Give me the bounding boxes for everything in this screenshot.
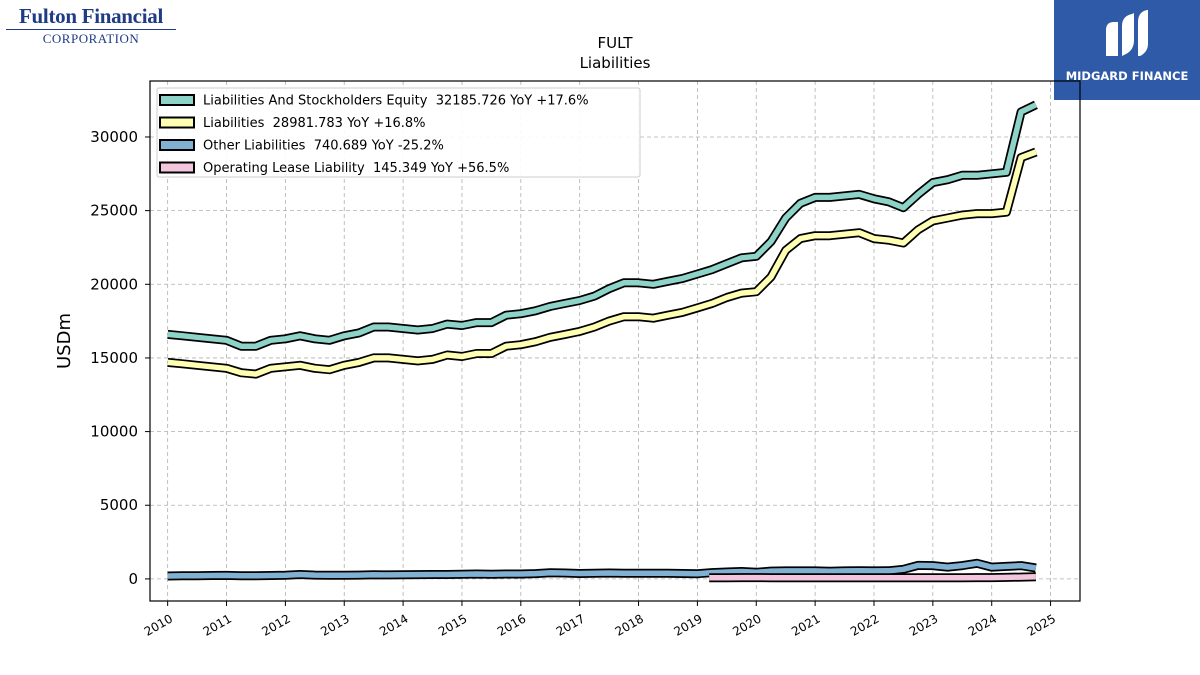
legend-entry: Other Liabilities 740.689 YoY -25.2% bbox=[203, 139, 444, 154]
legend-swatch bbox=[159, 161, 195, 174]
series-line-operating-lease-liability bbox=[709, 574, 1036, 581]
x-tick-label: 2017 bbox=[554, 611, 587, 638]
series-line-liabilities bbox=[167, 149, 1037, 377]
y-tick-label: 30000 bbox=[90, 128, 138, 146]
x-tick-label: 2023 bbox=[907, 611, 940, 638]
x-tick-label: 2019 bbox=[671, 611, 704, 638]
series-line-liabilities-and-stockholders-equity bbox=[167, 102, 1038, 349]
y-axis-label: USDm bbox=[54, 313, 75, 369]
x-tick-label: 2013 bbox=[318, 611, 351, 638]
x-tick-label: 2015 bbox=[436, 611, 469, 638]
x-tick-label: 2016 bbox=[495, 611, 528, 638]
company-logo: Fulton Financial CORPORATION bbox=[6, 4, 176, 46]
y-tick-label: 20000 bbox=[90, 275, 138, 293]
x-tick-label: 2021 bbox=[789, 611, 822, 638]
legend-swatch bbox=[159, 139, 195, 151]
chart-subtitle: Liabilities bbox=[580, 54, 651, 72]
plot-series bbox=[167, 100, 1038, 583]
brand-mark-icon bbox=[1106, 10, 1148, 56]
x-tick-label: 2014 bbox=[377, 611, 410, 638]
y-tick-label: 15000 bbox=[90, 349, 138, 367]
legend-entry: Operating Lease Liability 145.349 YoY +5… bbox=[203, 161, 509, 176]
brand-logo: MIDGARD FINANCE bbox=[1054, 0, 1200, 100]
y-tick-label: 25000 bbox=[90, 202, 138, 220]
company-logo-subtitle: CORPORATION bbox=[42, 31, 140, 46]
x-tick-label: 2010 bbox=[142, 611, 175, 638]
x-tick-label: 2018 bbox=[613, 611, 646, 638]
x-tick-label: 2022 bbox=[848, 611, 881, 638]
x-tick-label: 2011 bbox=[201, 611, 234, 638]
company-logo-name: Fulton Financial bbox=[19, 4, 163, 28]
brand-name: MIDGARD FINANCE bbox=[1065, 69, 1189, 83]
plot-frame bbox=[149, 80, 1081, 602]
x-tick-label: 2020 bbox=[730, 611, 763, 638]
legend: Liabilities And Stockholders Equity 3218… bbox=[156, 87, 641, 178]
x-tick-label: 2024 bbox=[966, 611, 999, 638]
company-logo-rule bbox=[6, 29, 176, 30]
y-tick-label: 10000 bbox=[90, 423, 138, 441]
legend-box bbox=[156, 87, 641, 178]
y-tick-label: 0 bbox=[128, 570, 138, 588]
x-tick-label: 2025 bbox=[1025, 611, 1058, 638]
chart-title: FULT bbox=[597, 34, 633, 52]
series-line-other-liabilities bbox=[167, 560, 1037, 579]
legend-entry: Liabilities 28981.783 YoY +16.8% bbox=[203, 116, 426, 131]
x-tick-label: 2012 bbox=[259, 611, 292, 638]
legend-swatch bbox=[159, 116, 195, 129]
y-tick-label: 5000 bbox=[100, 496, 138, 514]
legend-entry: Liabilities And Stockholders Equity 3218… bbox=[203, 94, 589, 109]
legend-swatch bbox=[159, 94, 195, 106]
